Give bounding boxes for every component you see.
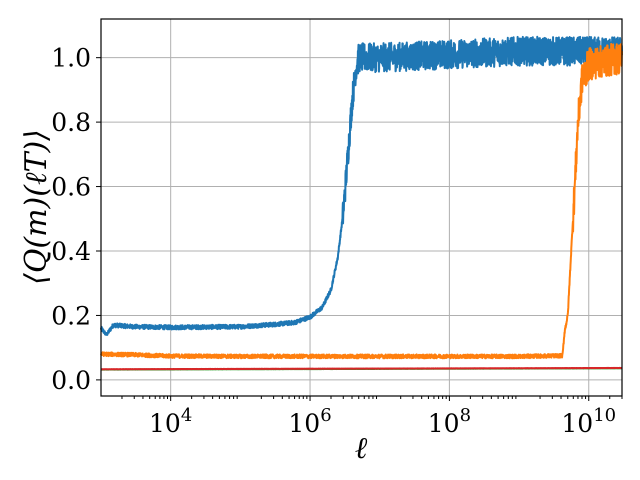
x-tick-label: 106 [288,405,331,438]
y-tick-label: 0.8 [51,108,91,137]
x-tick-label: 104 [149,405,192,438]
x-tick-base: 10 [428,409,460,438]
x-tick-exponent: 6 [320,405,331,426]
plot-frame [100,18,623,397]
data-series [100,35,623,371]
x-tick-base: 10 [149,409,181,438]
y-tick-label: 0.4 [51,237,91,266]
y-tick-label: 0.2 [51,301,91,330]
x-axis-title: ℓ [355,431,368,466]
x-tick-exponent: 4 [181,405,192,426]
y-tick-labels: 0.0 0.2 0.4 0.6 0.8 1.0 [51,44,91,395]
grid [101,19,622,396]
x-tick-label: 1010 [561,405,616,438]
series-line-1 [100,35,623,336]
y-tick-label: 0.6 [51,173,91,202]
y-axis-title: ⟨Q(m)(ℓT)⟩ [19,129,54,285]
series-line-4 [100,366,623,371]
x-tick-label: 108 [428,405,471,438]
x-tick-base: 10 [288,409,320,438]
y-axis-title-text: ⟨Q(m)(ℓT)⟩ [19,129,54,285]
x-tick-exponent: 10 [593,405,616,426]
x-tick-exponent: 8 [460,405,471,426]
y-tick-label: 1.0 [51,44,91,73]
x-tick-base: 10 [561,409,593,438]
tick-marks [96,57,623,401]
y-tick-label: 0.0 [51,366,91,395]
x-tick-labels: 104 106 108 1010 [149,405,616,438]
series-line-2 [100,42,623,360]
